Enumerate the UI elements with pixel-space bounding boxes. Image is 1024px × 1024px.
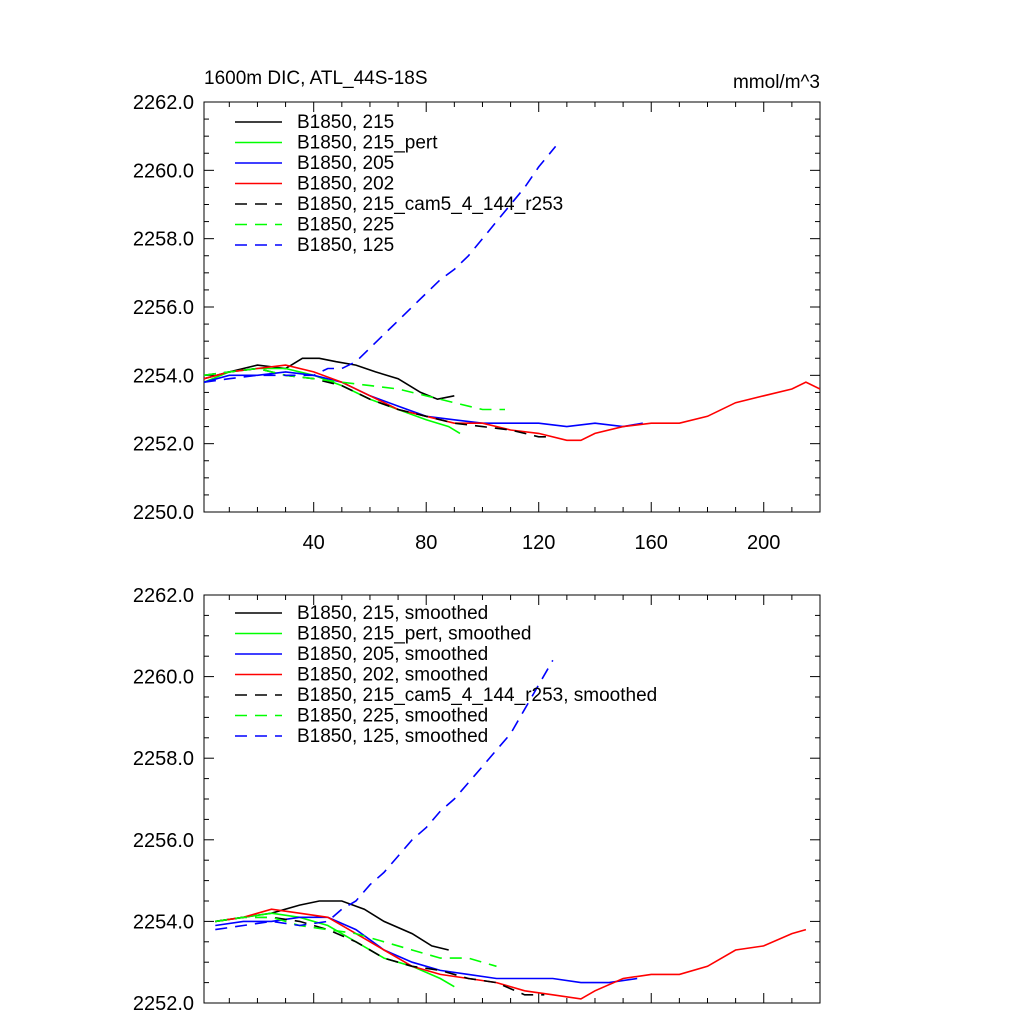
x-tick-label: 40 xyxy=(303,532,325,554)
y-tick-label: 2262.0 xyxy=(133,92,194,114)
x-tick-label: 80 xyxy=(415,532,437,554)
y-tick-label: 2254.0 xyxy=(133,911,194,933)
legend-label: B1850, 202 xyxy=(297,174,394,195)
series-line xyxy=(204,367,505,411)
y-tick-label: 2256.0 xyxy=(133,297,194,319)
series-line xyxy=(204,357,455,401)
bottom-panel: 2252.0 2254.0 2256.0 2258.0 2260.0 2262.0 B185… xyxy=(133,585,821,1015)
series-line xyxy=(204,145,557,383)
legend-label: B1850, 215_cam5_4_144_r253, smoothed xyxy=(297,685,657,706)
series-line xyxy=(215,900,449,951)
top-panel: 2250.0 2252.0 2254.0 2256.0 2258.0 2260.0 2262… xyxy=(133,68,821,554)
series-line xyxy=(204,367,553,438)
legend-label: B1850, 202, smoothed xyxy=(297,665,488,686)
chart-title: 1600m DIC, ATL_44S-18S xyxy=(204,68,428,89)
y-tick-label: 2262.0 xyxy=(133,585,194,607)
y-tick-label: 2258.0 xyxy=(133,229,194,251)
legend-label: B1850, 215_pert xyxy=(297,133,438,154)
series-line xyxy=(215,916,497,968)
y-tick-label: 2256.0 xyxy=(133,830,194,852)
series-line xyxy=(215,912,455,988)
series-line xyxy=(215,908,807,1000)
y-tick-label: 2260.0 xyxy=(133,667,194,689)
legend-label: B1850, 215_pert, smoothed xyxy=(297,624,532,645)
y-tick-label: 2252.0 xyxy=(133,434,194,456)
y-tick-label: 2254.0 xyxy=(133,365,194,387)
units-label: mmol/m^3 xyxy=(733,72,820,93)
x-tick-label: 200 xyxy=(747,532,780,554)
x-tick-label: 120 xyxy=(522,532,555,554)
series-line xyxy=(204,364,820,442)
y-tick-label: 2260.0 xyxy=(133,160,194,182)
legend-label: B1850, 215, smoothed xyxy=(297,603,488,624)
series-line xyxy=(215,659,554,931)
legend-label: B1850, 205 xyxy=(297,153,394,174)
legend-label: B1850, 125 xyxy=(297,235,394,256)
legend-label: B1850, 215_cam5_4_144_r253 xyxy=(297,194,563,215)
legend-label: B1850, 225 xyxy=(297,215,394,236)
x-tick-label: 160 xyxy=(635,532,668,554)
legend-label: B1850, 205, smoothed xyxy=(297,644,488,665)
y-tick-label: 2250.0 xyxy=(133,502,194,524)
legend-label: B1850, 125, smoothed xyxy=(297,726,488,747)
y-tick-label: 2258.0 xyxy=(133,748,194,770)
y-tick-label: 2252.0 xyxy=(133,993,194,1015)
legend-label: B1850, 215 xyxy=(297,112,394,133)
legend-label: B1850, 225, smoothed xyxy=(297,706,488,727)
